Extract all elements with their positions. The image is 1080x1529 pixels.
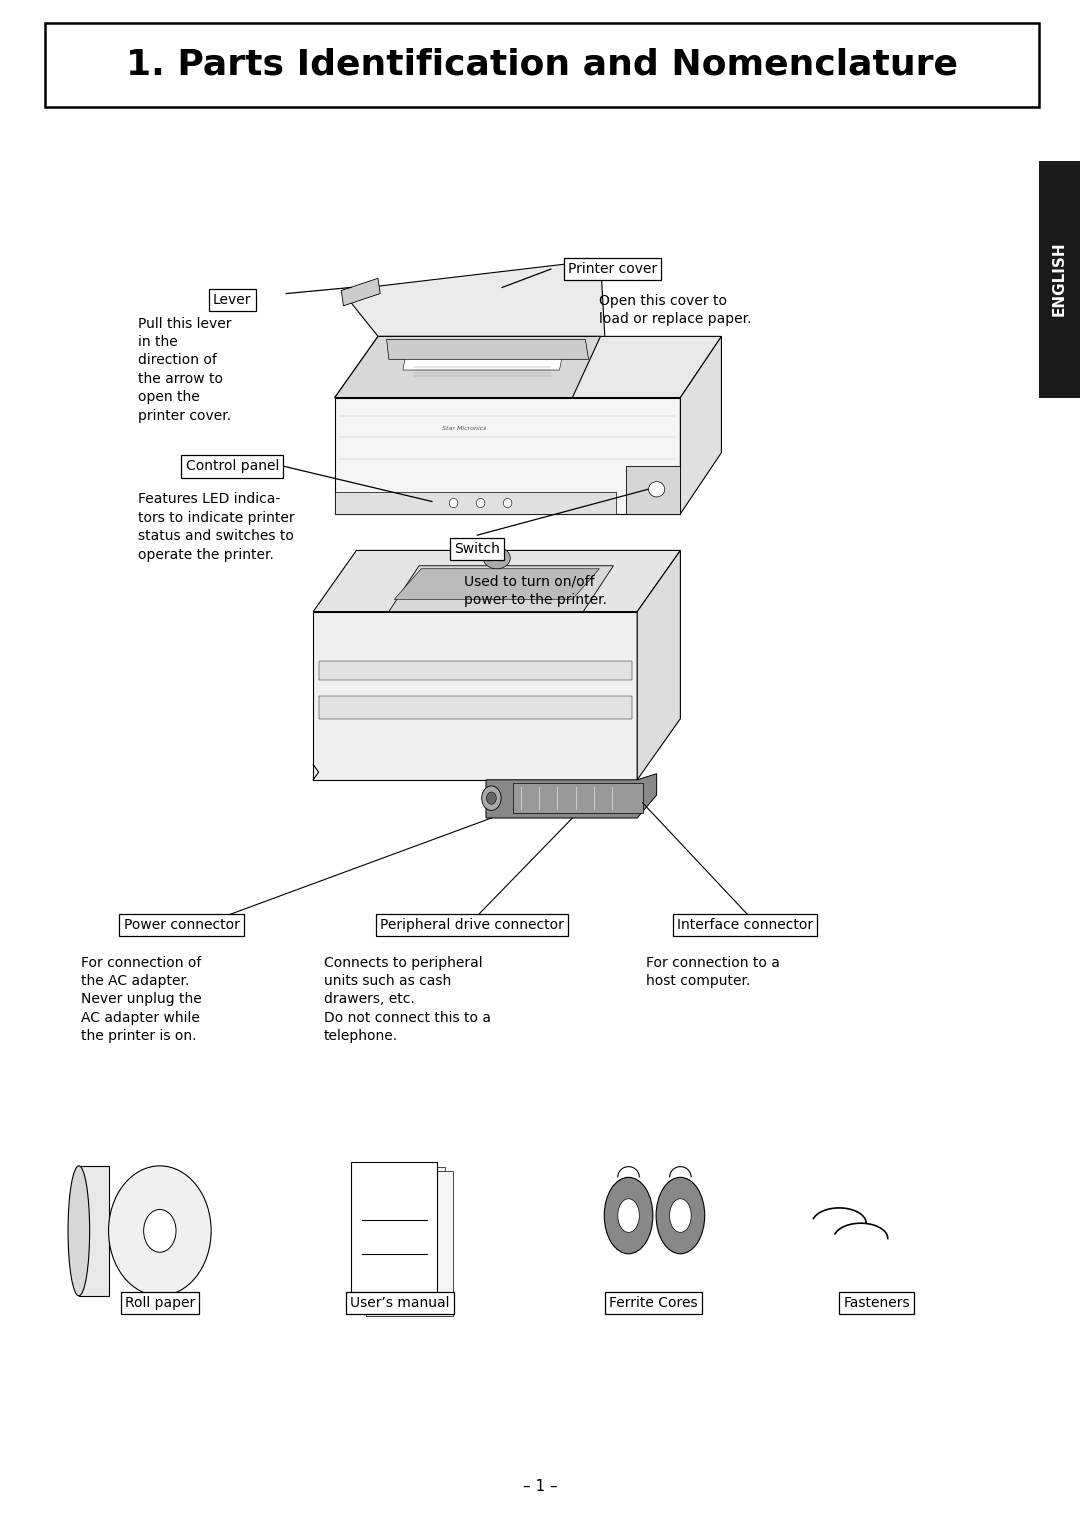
Polygon shape bbox=[351, 1162, 437, 1292]
Ellipse shape bbox=[484, 547, 511, 569]
Ellipse shape bbox=[486, 792, 497, 804]
Text: Printer cover: Printer cover bbox=[568, 261, 657, 277]
Polygon shape bbox=[403, 359, 562, 370]
Polygon shape bbox=[79, 1165, 108, 1297]
Polygon shape bbox=[680, 336, 721, 514]
Polygon shape bbox=[335, 336, 600, 398]
Polygon shape bbox=[387, 339, 589, 359]
Polygon shape bbox=[389, 566, 613, 612]
Ellipse shape bbox=[618, 1199, 639, 1232]
Polygon shape bbox=[319, 696, 632, 719]
Text: Pull this lever
in the
direction of
the arrow to
open the
printer cover.: Pull this lever in the direction of the … bbox=[138, 317, 232, 422]
Text: Connects to peripheral
units such as cash
drawers, etc.
Do not connect this to a: Connects to peripheral units such as cas… bbox=[324, 956, 491, 1043]
Text: Features LED indica-
tors to indicate printer
status and switches to
operate the: Features LED indica- tors to indicate pr… bbox=[138, 492, 295, 561]
Polygon shape bbox=[341, 278, 380, 306]
Text: Star Micronics: Star Micronics bbox=[442, 425, 487, 431]
Text: Fasteners: Fasteners bbox=[843, 1295, 910, 1310]
Text: Lever: Lever bbox=[213, 292, 252, 307]
Ellipse shape bbox=[656, 1177, 704, 1254]
Ellipse shape bbox=[476, 498, 485, 508]
Polygon shape bbox=[341, 260, 605, 336]
Text: ENGLISH: ENGLISH bbox=[1052, 242, 1067, 317]
Text: For connection to a
host computer.: For connection to a host computer. bbox=[646, 956, 780, 988]
Polygon shape bbox=[335, 398, 680, 514]
Text: Roll paper: Roll paper bbox=[124, 1295, 195, 1310]
Polygon shape bbox=[637, 550, 680, 780]
Text: Peripheral drive connector: Peripheral drive connector bbox=[380, 917, 564, 933]
Text: Control panel: Control panel bbox=[186, 459, 279, 474]
Ellipse shape bbox=[68, 1165, 90, 1295]
FancyBboxPatch shape bbox=[45, 23, 1039, 107]
Ellipse shape bbox=[605, 1177, 652, 1254]
Polygon shape bbox=[313, 550, 680, 612]
Ellipse shape bbox=[503, 498, 512, 508]
Text: For connection of
the AC adapter.
Never unplug the
AC adapter while
the printer : For connection of the AC adapter. Never … bbox=[81, 956, 202, 1043]
Text: User’s manual: User’s manual bbox=[350, 1295, 449, 1310]
Ellipse shape bbox=[482, 786, 501, 810]
Ellipse shape bbox=[144, 1209, 176, 1252]
Polygon shape bbox=[486, 774, 657, 818]
Text: Interface connector: Interface connector bbox=[677, 917, 813, 933]
Polygon shape bbox=[626, 466, 680, 514]
Polygon shape bbox=[513, 783, 643, 813]
Polygon shape bbox=[394, 569, 599, 599]
Ellipse shape bbox=[449, 498, 458, 508]
Text: Switch: Switch bbox=[455, 541, 500, 557]
Polygon shape bbox=[335, 492, 616, 514]
Polygon shape bbox=[319, 661, 632, 680]
Text: Open this cover to
load or replace paper.: Open this cover to load or replace paper… bbox=[599, 294, 752, 326]
Ellipse shape bbox=[648, 482, 665, 497]
Ellipse shape bbox=[108, 1165, 212, 1295]
Ellipse shape bbox=[670, 1199, 691, 1232]
Polygon shape bbox=[366, 1171, 453, 1316]
Text: Ferrite Cores: Ferrite Cores bbox=[609, 1295, 698, 1310]
Text: Used to turn on/off
power to the printer.: Used to turn on/off power to the printer… bbox=[464, 575, 607, 607]
Polygon shape bbox=[335, 336, 721, 398]
Polygon shape bbox=[313, 612, 637, 780]
FancyBboxPatch shape bbox=[1039, 161, 1080, 398]
Text: Power connector: Power connector bbox=[123, 917, 240, 933]
Polygon shape bbox=[359, 1167, 445, 1304]
Text: 1. Parts Identification and Nomenclature: 1. Parts Identification and Nomenclature bbox=[126, 47, 958, 83]
Text: – 1 –: – 1 – bbox=[523, 1479, 557, 1494]
